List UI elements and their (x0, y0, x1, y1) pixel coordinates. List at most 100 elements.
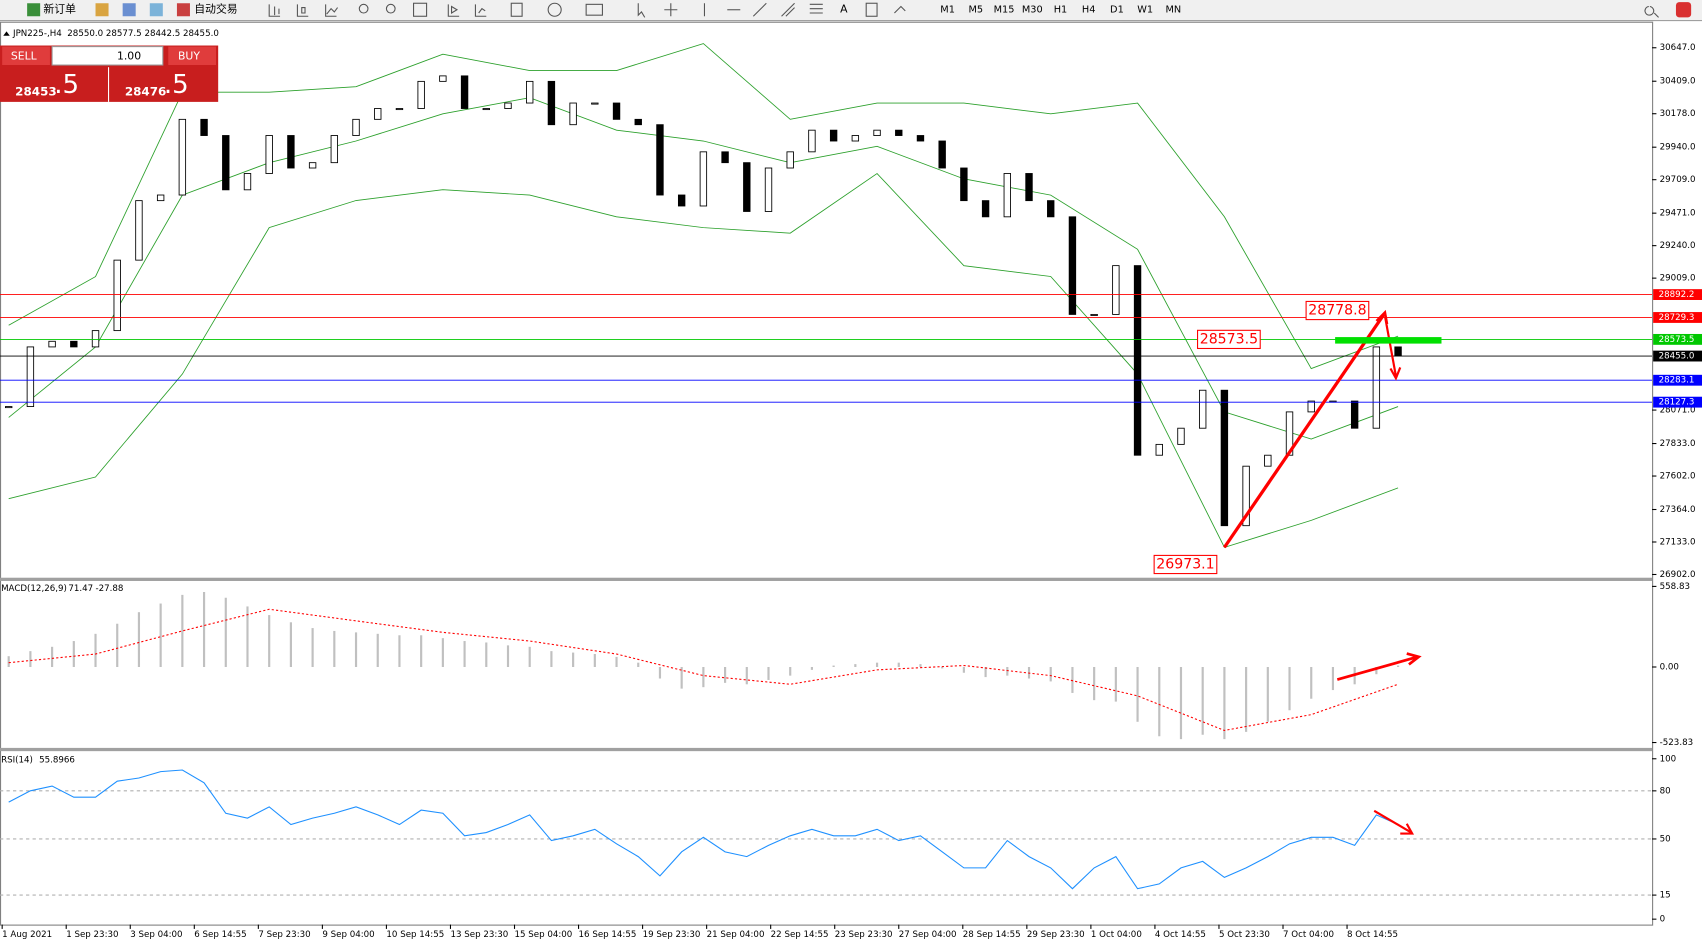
price-annotation: 26973.1 (1156, 556, 1214, 572)
bid-price[interactable]: 28453 (15, 85, 57, 99)
timeframe-button[interactable]: H1 (1054, 5, 1068, 16)
price-level-tag (1653, 333, 1702, 345)
timeframe-button[interactable]: M5 (969, 5, 984, 16)
candle-body (504, 102, 512, 109)
price-level-tag (1653, 396, 1702, 408)
indicator-icon[interactable] (510, 2, 523, 17)
buy-label[interactable]: BUY (178, 49, 200, 62)
zoom-in-icon[interactable] (358, 3, 369, 14)
candle-body (656, 124, 664, 196)
candle-body (808, 129, 816, 153)
y-tick-label: 28071.0 (1660, 406, 1696, 416)
y-tick-label: 27833.0 (1660, 439, 1696, 449)
template-icon[interactable] (585, 3, 603, 16)
tile-icon[interactable] (413, 2, 428, 17)
timeframe-button[interactable]: M30 (1022, 5, 1043, 16)
candle-body (482, 108, 490, 111)
zoom-out-icon[interactable] (385, 3, 396, 14)
channel-icon[interactable] (781, 2, 795, 17)
bid-fraction[interactable]: .5 (54, 70, 79, 100)
bollinger-middle (8, 97, 1399, 440)
candle-body (1133, 265, 1142, 456)
candle-body (591, 102, 599, 105)
y-tick-label: 50 (1660, 834, 1671, 844)
sell-button[interactable] (2, 46, 50, 66)
candle-body (721, 151, 729, 164)
new-order-icon[interactable] (27, 3, 41, 17)
price-annotation: 28573.5 (1200, 331, 1258, 347)
new-order-button[interactable]: 新订单 (43, 2, 76, 16)
search-icon[interactable] (1644, 5, 1659, 18)
y-tick-label: 29940.0 (1660, 143, 1696, 153)
candle-body (1068, 216, 1077, 315)
symbol-arrow (3, 31, 10, 36)
auto-trading-button[interactable]: 自动交易 (194, 2, 237, 16)
timeframe-button[interactable]: MN (1166, 5, 1182, 16)
arrows-icon[interactable] (894, 5, 906, 14)
y-tick-label: 80 (1660, 786, 1671, 796)
cursor-icon[interactable] (637, 3, 646, 18)
candle-body (981, 200, 990, 218)
bar-chart-icon[interactable] (268, 4, 281, 17)
x-tick-label: 6 Sep 14:55 (194, 930, 246, 940)
crosshair-icon[interactable] (664, 3, 678, 17)
candle-body (222, 135, 230, 191)
candle-body (873, 129, 881, 136)
candle-body (634, 118, 642, 126)
ask-fraction[interactable]: .5 (164, 70, 189, 100)
candle-body (265, 135, 273, 174)
candle-body (1198, 389, 1207, 429)
label-icon[interactable] (865, 2, 878, 17)
candle-body (960, 167, 968, 202)
y-tick-label: 0 (1660, 915, 1666, 925)
timeframe-button[interactable]: M1 (940, 5, 955, 16)
autoscroll-icon[interactable] (474, 4, 487, 17)
candle-body (1025, 173, 1033, 202)
candle-body (786, 151, 794, 169)
timeframe-button[interactable]: D1 (1110, 5, 1124, 16)
rsi-line (8, 769, 1399, 890)
drawn-arrow (1373, 809, 1415, 835)
timeframe-button[interactable]: M15 (994, 5, 1015, 16)
candle-body (26, 346, 35, 407)
price-level-label: 28573.5 (1659, 335, 1695, 345)
fibo-icon[interactable] (809, 3, 823, 14)
tool-icon[interactable] (122, 3, 136, 17)
timeframe-button[interactable]: H4 (1082, 5, 1096, 16)
candle-body (1003, 173, 1011, 218)
y-tick-label: 15 (1660, 891, 1671, 901)
candle-icon[interactable] (296, 4, 309, 17)
line-icon[interactable] (325, 4, 339, 17)
y-tick-label: 30178.0 (1660, 109, 1696, 119)
sell-label[interactable]: SELL (11, 49, 37, 62)
shift-icon[interactable] (447, 4, 460, 17)
timeframe-button[interactable]: W1 (1137, 5, 1153, 16)
indicator-title: MACD(12,26,9) (1, 584, 67, 594)
tool-icon[interactable] (95, 3, 109, 17)
ask-price[interactable]: 28476 (125, 85, 167, 99)
x-tick-label: 1 Sep 23:30 (66, 930, 118, 940)
x-tick-label: 28 Sep 14:55 (963, 930, 1021, 940)
drawn-arrow (1375, 309, 1402, 381)
timeframe-buttons: M1 M5 M15 M30 H1 H4 D1 W1 MN (940, 5, 1181, 16)
candle-body (70, 340, 78, 348)
candle-body (1220, 389, 1229, 527)
indicator-title: RSI(14) (1, 755, 33, 765)
drawn-arrow (1223, 313, 1386, 549)
price-level-tag (1653, 312, 1702, 323)
lots-input[interactable] (51, 46, 164, 66)
trendline-icon[interactable] (752, 2, 767, 17)
annotation-box (1305, 300, 1370, 321)
period-icon[interactable] (547, 2, 562, 17)
candle-body (374, 108, 382, 120)
y-tick-label: 100 (1660, 754, 1677, 764)
buy-button[interactable] (168, 46, 217, 66)
profile-icon[interactable] (1675, 2, 1692, 18)
candle-body (1112, 265, 1120, 315)
auto-trading-icon[interactable] (176, 3, 190, 17)
x-tick-label: 5 Oct 23:30 (1219, 930, 1270, 940)
y-tick-label: 558.83 (1660, 582, 1690, 592)
lots-value[interactable]: 1.00 (117, 49, 141, 62)
tool-icon[interactable] (149, 3, 163, 17)
text-tool[interactable]: A (840, 3, 848, 16)
